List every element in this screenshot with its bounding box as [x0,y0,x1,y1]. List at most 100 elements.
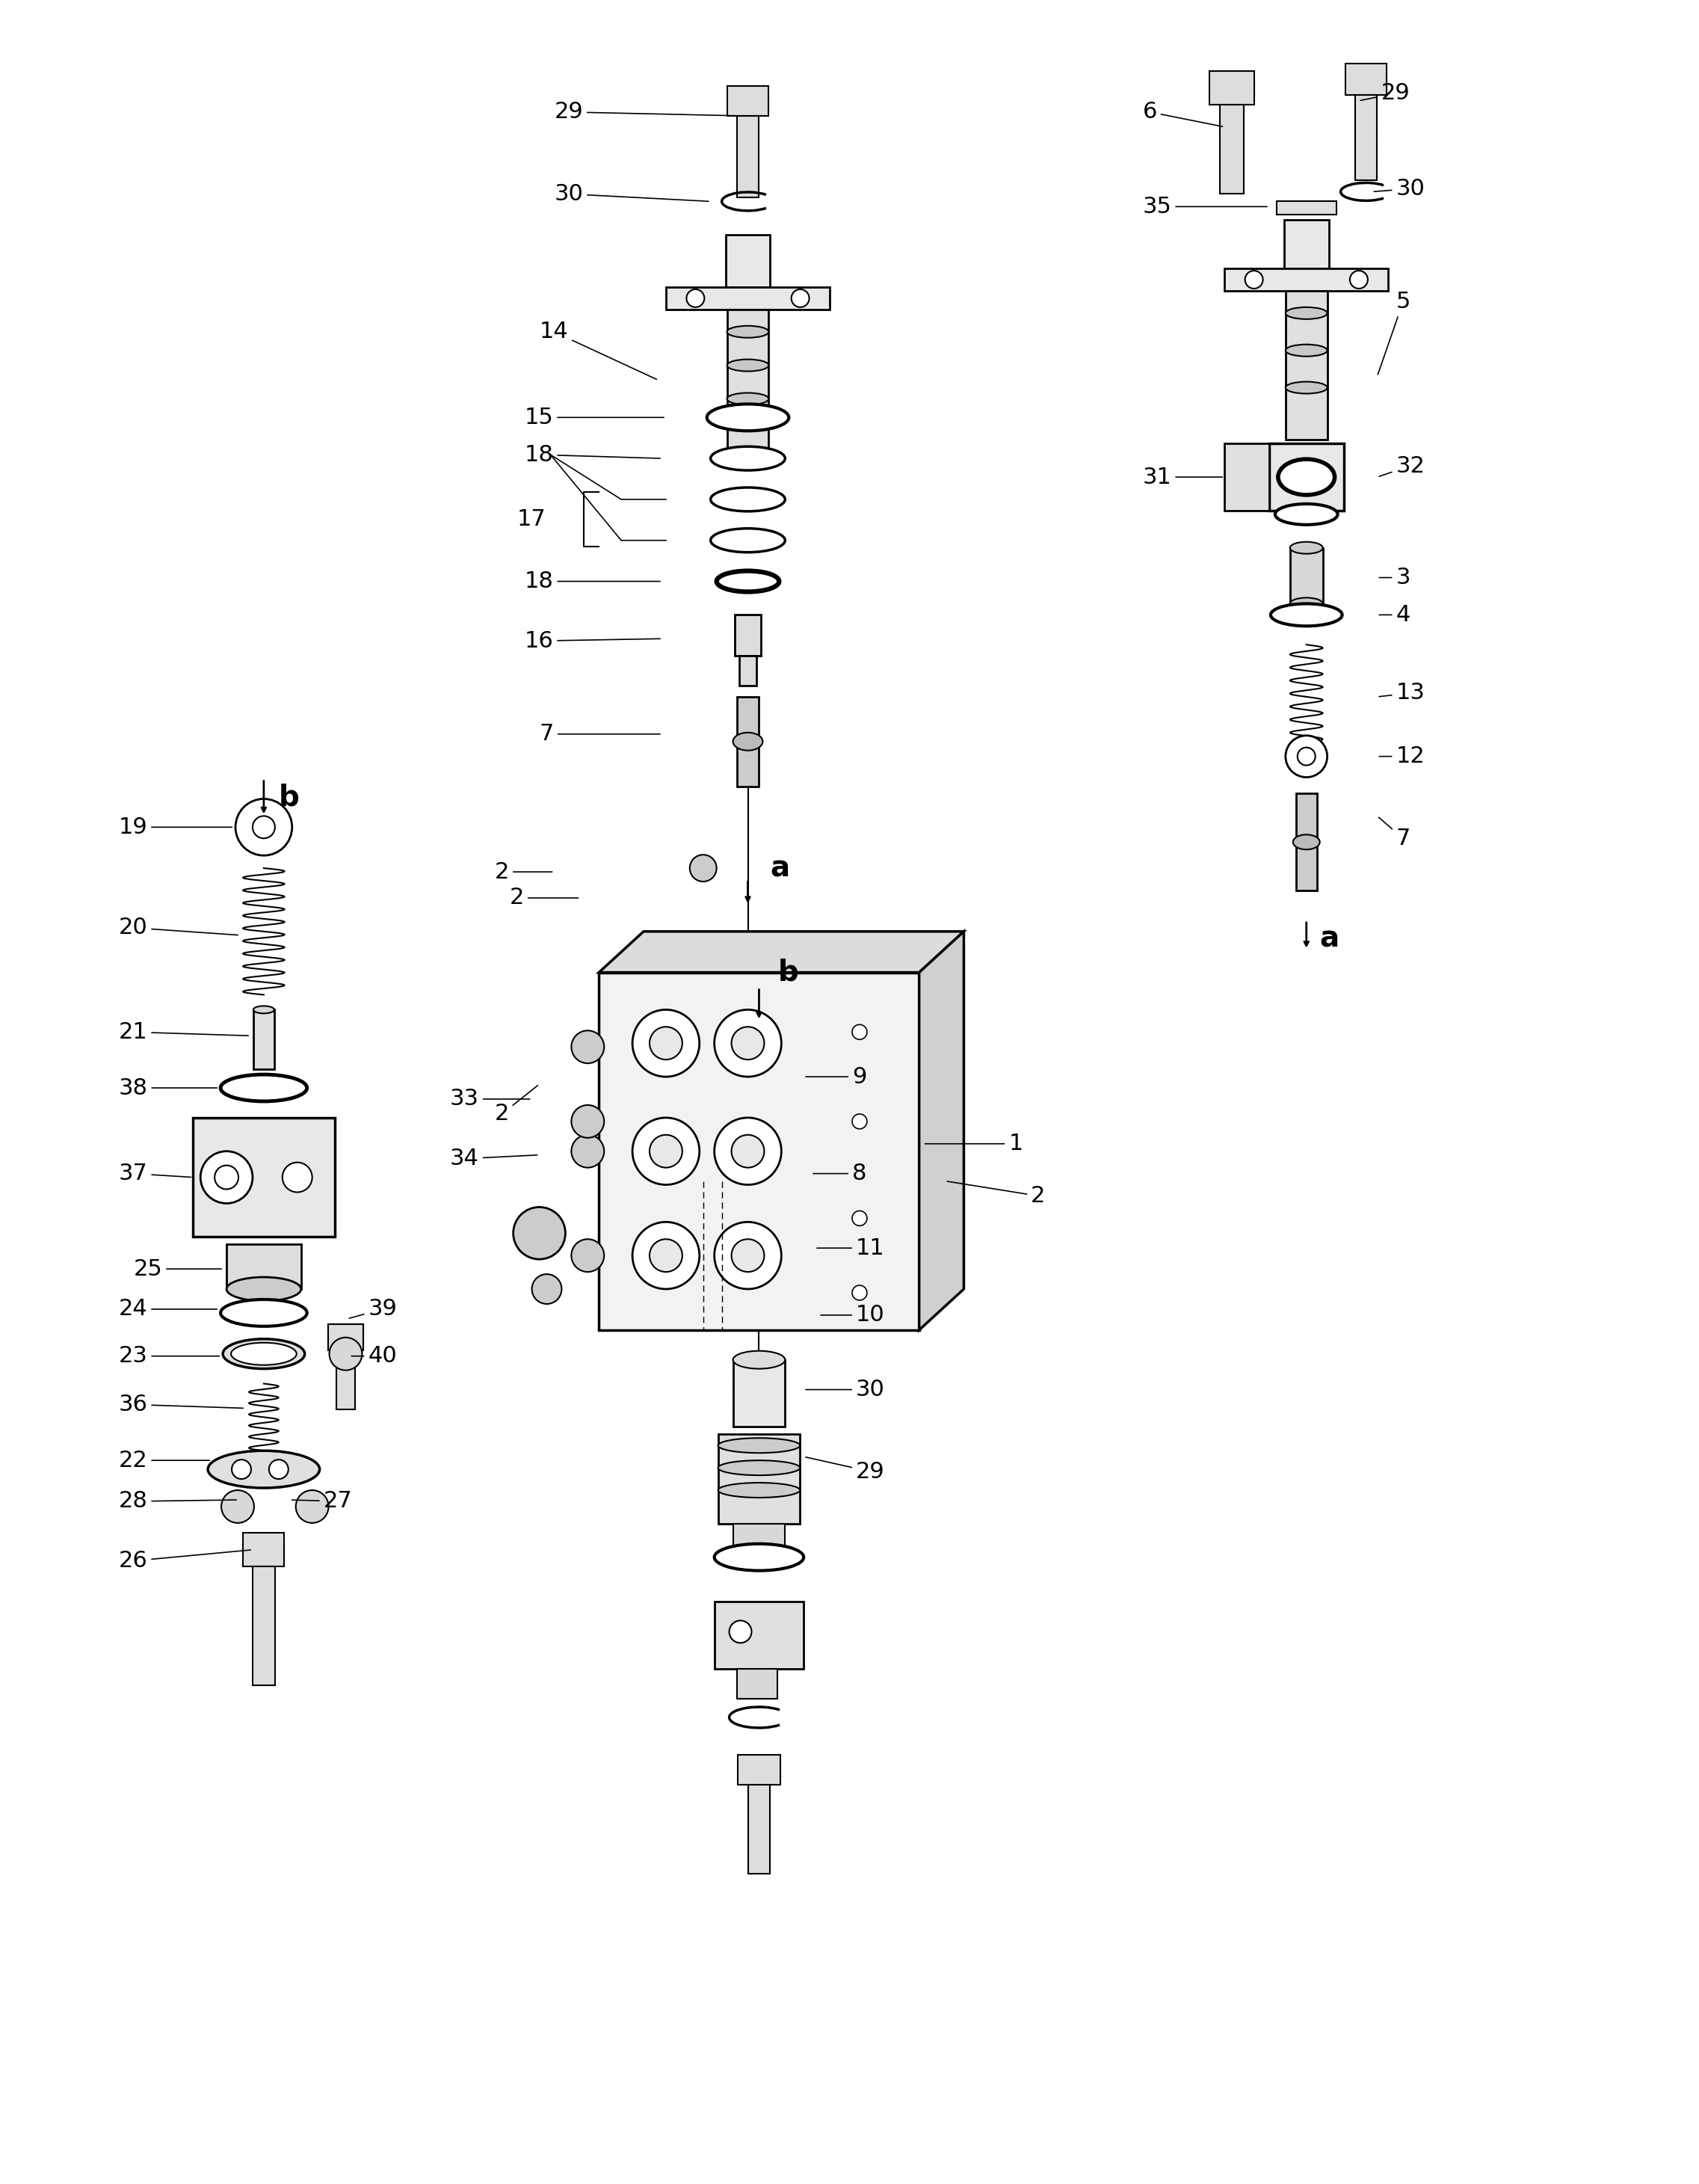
Circle shape [853,1114,866,1129]
Ellipse shape [253,1007,274,1013]
Text: 7: 7 [539,723,661,745]
Ellipse shape [1290,542,1324,555]
Ellipse shape [1286,345,1327,356]
Text: 20: 20 [119,917,238,939]
Text: 2: 2 [494,860,552,882]
Text: 34: 34 [450,1149,537,1168]
Circle shape [571,1105,605,1138]
Ellipse shape [710,446,785,470]
Ellipse shape [1271,603,1342,627]
Circle shape [1286,736,1327,778]
Ellipse shape [719,1461,800,1474]
Bar [739,655,756,686]
Text: 11: 11 [817,1236,885,1258]
Text: 2: 2 [510,887,578,909]
Bar [194,1118,335,1236]
Bar [243,1533,284,1566]
Text: 31: 31 [1142,465,1222,487]
Text: 18: 18 [525,443,661,465]
Circle shape [231,1459,251,1479]
Text: 21: 21 [119,1022,248,1044]
Text: 25: 25 [134,1258,221,1280]
Text: 38: 38 [119,1077,217,1099]
Circle shape [853,1024,866,1040]
Ellipse shape [707,404,788,430]
Ellipse shape [727,360,768,371]
Circle shape [714,1009,782,1077]
Circle shape [1245,271,1262,288]
Ellipse shape [1293,834,1320,850]
Circle shape [649,1136,683,1168]
Circle shape [714,1118,782,1184]
Text: 29: 29 [554,100,734,122]
Bar [666,286,829,310]
Ellipse shape [207,1450,319,1487]
Text: 9: 9 [805,1066,866,1088]
Circle shape [571,1136,605,1168]
Circle shape [632,1223,700,1289]
Text: 2: 2 [948,1182,1045,1208]
Text: 15: 15 [525,406,664,428]
Bar [1276,201,1335,214]
Bar [1269,443,1344,511]
Text: 28: 28 [119,1489,236,1511]
Text: 29: 29 [805,1457,885,1483]
Circle shape [513,1208,566,1260]
Circle shape [532,1273,562,1304]
Bar [1296,793,1317,891]
Circle shape [792,288,809,308]
Ellipse shape [710,487,785,511]
Ellipse shape [727,325,768,339]
Bar [725,236,770,286]
Bar [226,1245,301,1289]
Text: 24: 24 [119,1297,217,1319]
Ellipse shape [1290,598,1324,609]
Text: 4: 4 [1380,605,1410,625]
Ellipse shape [714,1544,804,1570]
Bar [1284,221,1329,269]
Text: 22: 22 [119,1450,209,1472]
Circle shape [649,1026,683,1059]
Text: a: a [770,854,790,882]
Bar [328,1324,364,1350]
Polygon shape [919,930,963,1330]
Circle shape [571,1238,605,1271]
Circle shape [649,1238,683,1271]
Circle shape [686,288,705,308]
Text: 1: 1 [924,1133,1023,1155]
Circle shape [221,1489,255,1522]
Circle shape [268,1459,289,1479]
Text: 13: 13 [1380,681,1425,703]
Text: 29: 29 [1361,83,1410,105]
Bar [253,1009,274,1070]
Text: 39: 39 [350,1297,398,1319]
Bar [1220,105,1244,194]
Circle shape [714,1223,782,1289]
Text: 18: 18 [525,570,661,592]
Circle shape [729,1621,751,1642]
Ellipse shape [1286,382,1327,393]
Ellipse shape [1278,459,1335,496]
Ellipse shape [221,1075,308,1101]
Ellipse shape [727,393,768,404]
Bar [1225,443,1269,511]
Ellipse shape [231,1343,297,1365]
Text: 30: 30 [554,183,708,205]
Bar [737,1754,780,1784]
Bar [748,1784,770,1874]
Text: 16: 16 [525,631,661,651]
Bar [600,972,919,1330]
Ellipse shape [226,1278,301,1302]
Bar [727,85,768,116]
Text: b: b [279,784,299,812]
Circle shape [571,1031,605,1064]
Text: 17: 17 [516,509,545,531]
Text: 30: 30 [1374,177,1425,199]
Ellipse shape [732,1352,785,1369]
Circle shape [253,817,275,839]
Text: 14: 14 [539,321,656,380]
Ellipse shape [1286,308,1327,319]
Ellipse shape [732,732,763,751]
Bar [732,1361,785,1426]
Bar [1210,72,1254,105]
